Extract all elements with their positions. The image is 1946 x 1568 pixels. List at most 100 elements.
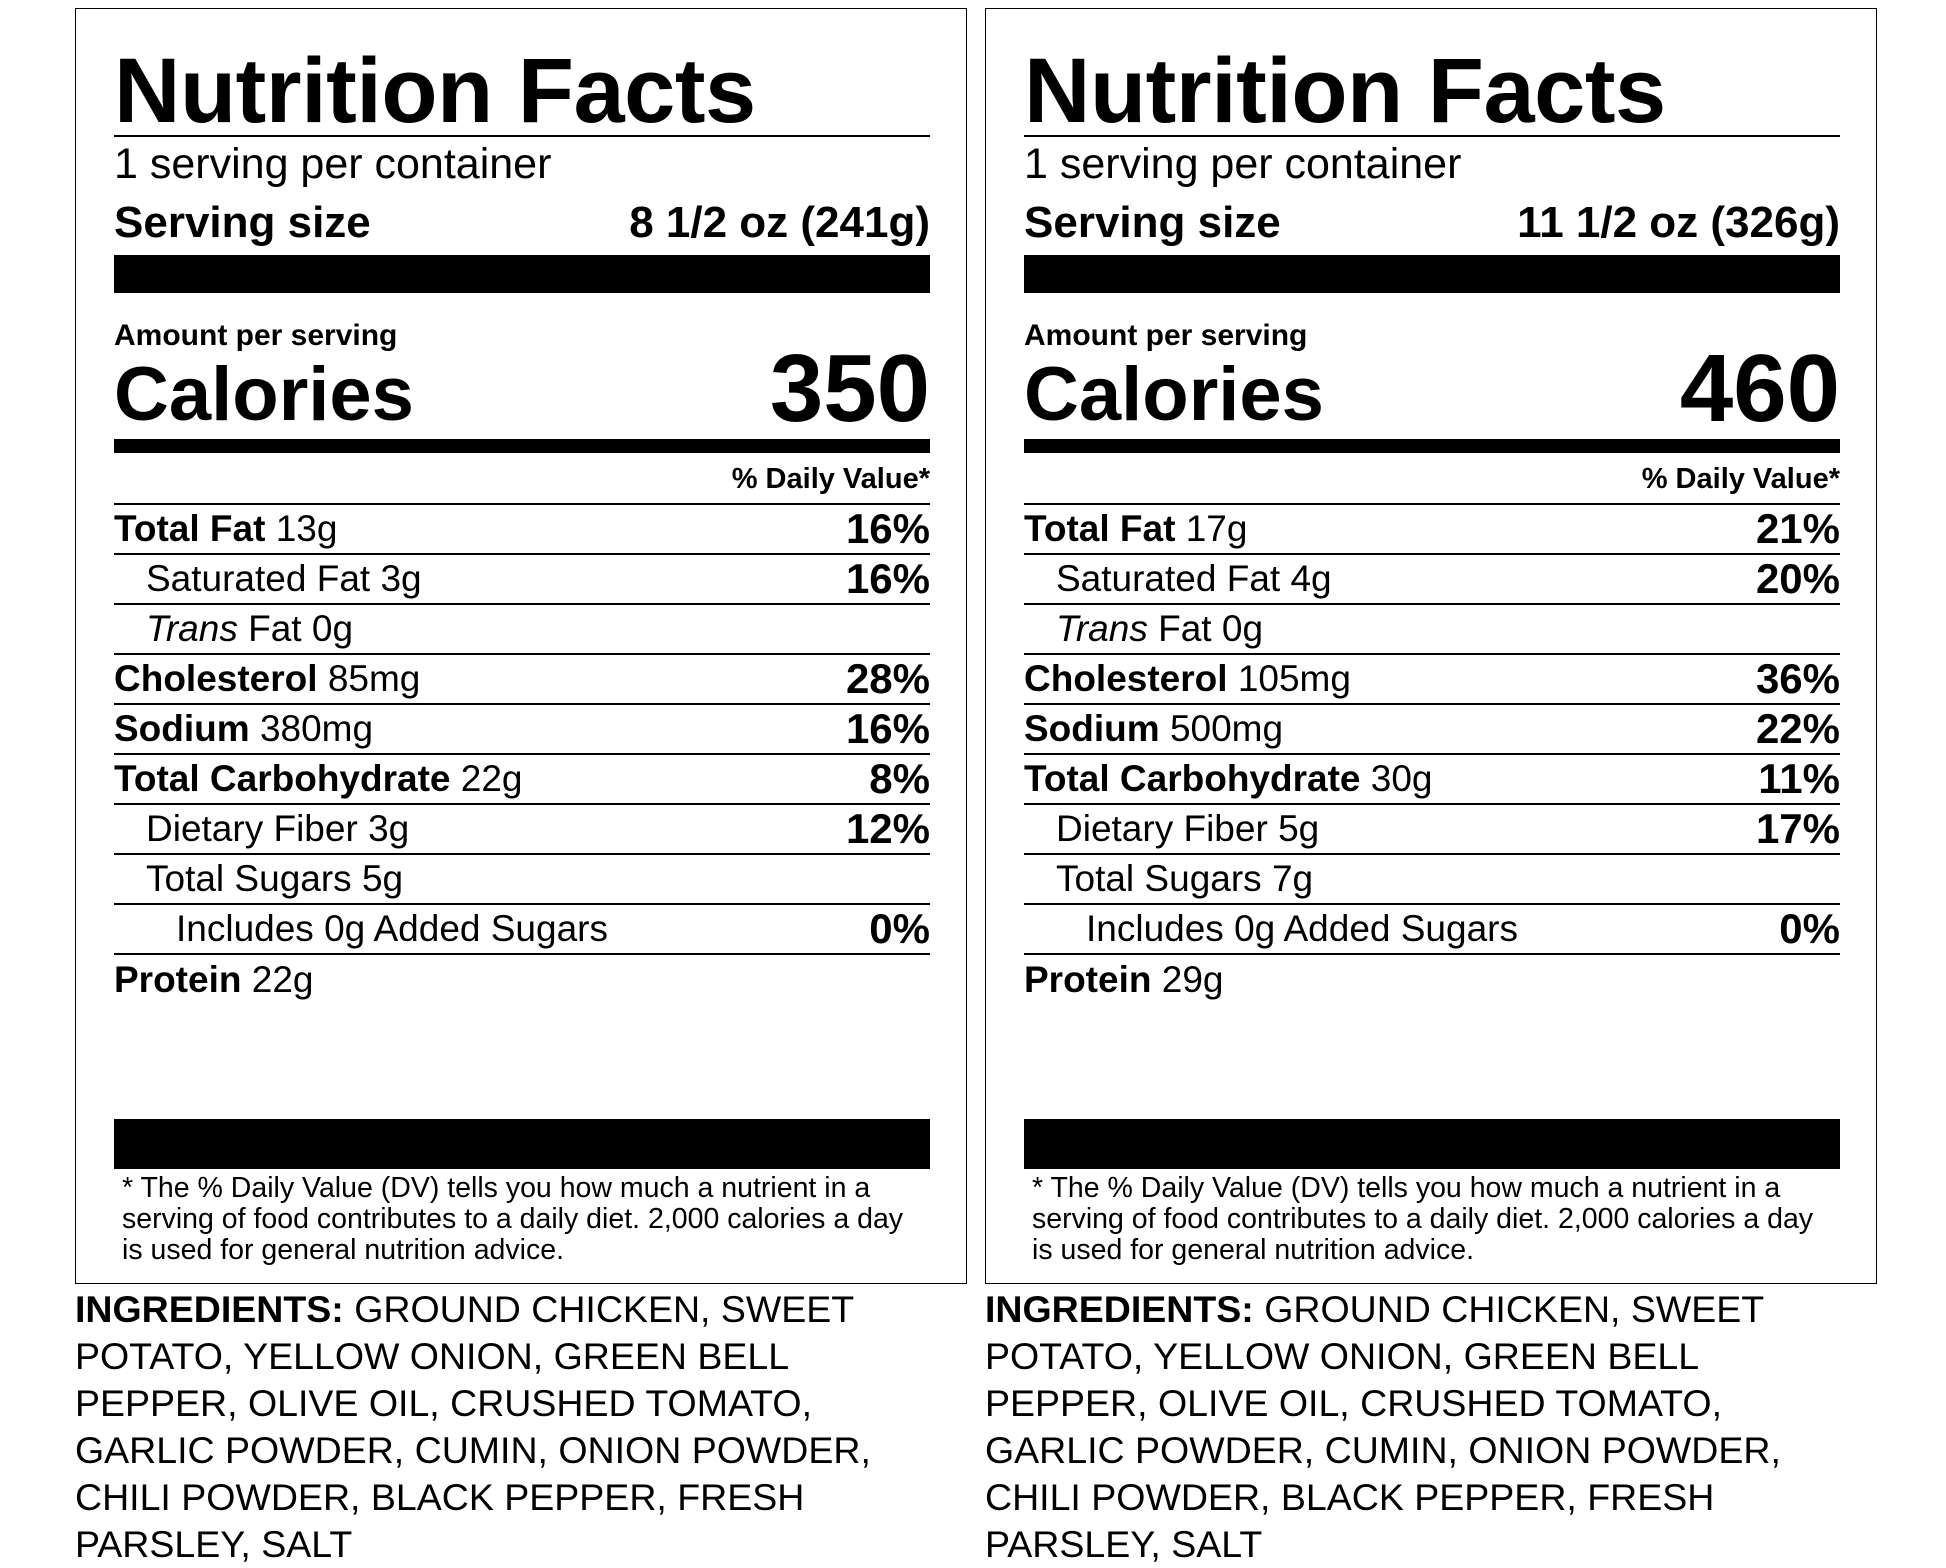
nutrient-daily-value: 28% — [845, 655, 930, 702]
nutrition-facts-title: Nutrition Facts — [114, 40, 756, 142]
nutrient-label: Cholesterol — [114, 658, 318, 699]
nutrient-amount: 17g — [1185, 508, 1248, 549]
daily-value-footnote: * The % Daily Value (DV) tells you how m… — [122, 1172, 904, 1266]
nutrient-amount: 380mg — [259, 708, 374, 749]
nutrient-label: Total Sugars — [1056, 858, 1262, 899]
nutrient-label: Saturated Fat — [1056, 558, 1281, 599]
nutrient-amount: 5g — [1278, 808, 1320, 849]
nutrient-row: Total Fat 13g 16% — [114, 505, 930, 555]
serving-size-row: Serving size 8 1/2 oz (241g) — [114, 197, 930, 249]
nutrient-row: Trans Fat 0g — [114, 605, 930, 655]
nutrient-daily-value: 21% — [1755, 505, 1840, 552]
serving-size-label: Serving size — [114, 198, 371, 247]
nutrient-name: Sodium 380mg — [114, 708, 373, 750]
nutrient-amount: 30g — [1370, 758, 1433, 799]
nutrient-label: Total Sugars — [146, 858, 352, 899]
nutrient-amount: 22g — [460, 758, 523, 799]
nutrient-daily-value: 12% — [845, 805, 930, 852]
nutrient-amount: 5g — [361, 858, 404, 899]
nutrient-name: Dietary Fiber 5g — [1024, 808, 1319, 850]
nutrient-row: Total Sugars 7g — [1024, 855, 1840, 905]
nutrition-facts-panel: Nutrition Facts 1 serving per container … — [985, 8, 1877, 1284]
nutrient-name: Includes 0g Added Sugars — [1024, 908, 1518, 950]
nutrient-row: Total Carbohydrate 30g 11% — [1024, 755, 1840, 805]
nutrient-daily-value: 17% — [1755, 805, 1840, 852]
divider — [1024, 135, 1840, 137]
nutrient-row: Total Fat 17g 21% — [1024, 505, 1840, 555]
amount-per-serving: Amount per serving — [1024, 319, 1308, 352]
nutrient-daily-value: 16% — [845, 505, 930, 552]
nutrient-row: Sodium 500mg 22% — [1024, 705, 1840, 755]
nutrient-amount: 22g — [251, 959, 314, 1000]
daily-value-footnote: * The % Daily Value (DV) tells you how m… — [1032, 1172, 1814, 1266]
nutrient-label: Fat — [248, 608, 302, 649]
nutrient-amount: 105mg — [1237, 658, 1351, 699]
nutrient-row: Protein 29g — [1024, 955, 1840, 1005]
calories-row: Calories 460 — [1024, 339, 1840, 439]
nutrient-row: Cholesterol 85mg 28% — [114, 655, 930, 705]
nutrient-name: Total Fat 13g — [114, 508, 337, 550]
ingredients-text: GROUND CHICKEN, SWEET POTATO, YELLOW ONI… — [75, 1288, 871, 1565]
medium-divider — [114, 439, 930, 453]
nutrient-amount: 3g — [368, 808, 410, 849]
nutrient-label: Fat — [1158, 608, 1212, 649]
nutrient-row: Dietary Fiber 5g 17% — [1024, 805, 1840, 855]
nutrient-amount: 13g — [275, 508, 338, 549]
nutrient-label: Cholesterol — [1024, 658, 1228, 699]
nutrient-row: Includes 0g Added Sugars 0% — [1024, 905, 1840, 955]
ingredients-text: GROUND CHICKEN, SWEET POTATO, YELLOW ONI… — [985, 1288, 1781, 1565]
nutrient-row: Saturated Fat 3g 16% — [114, 555, 930, 605]
nutrient-daily-value: 22% — [1755, 705, 1840, 752]
thick-divider — [1024, 1119, 1840, 1169]
divider — [1024, 503, 1840, 505]
thick-divider — [1024, 255, 1840, 293]
nutrient-name: Total Sugars 7g — [1024, 858, 1313, 900]
nutrient-row: Dietary Fiber 3g 12% — [114, 805, 930, 855]
calories-label: Calories — [114, 352, 414, 437]
nutrient-name: Cholesterol 105mg — [1024, 658, 1351, 700]
nutrient-name: Saturated Fat 3g — [114, 558, 422, 600]
nutrient-name: Sodium 500mg — [1024, 708, 1283, 750]
nutrient-name: Dietary Fiber 3g — [114, 808, 409, 850]
nutrient-label: Includes 0g Added Sugars — [176, 908, 608, 949]
servings-per-container: 1 serving per container — [114, 140, 552, 188]
divider — [114, 503, 930, 505]
nutrient-row: Total Sugars 5g — [114, 855, 930, 905]
nutrient-amount: 3g — [380, 558, 422, 599]
nutrient-name: Total Carbohydrate 22g — [114, 758, 522, 800]
serving-size-label: Serving size — [1024, 198, 1281, 247]
daily-value-header: % Daily Value* — [1641, 463, 1840, 495]
nutrient-row: Trans Fat 0g — [1024, 605, 1840, 655]
nutrient-daily-value: 0% — [869, 905, 930, 952]
nutrient-name: Total Fat 17g — [1024, 508, 1247, 550]
nutrient-label-italic: Trans — [146, 608, 238, 649]
ingredients-statement: INGREDIENTS: GROUND CHICKEN, SWEET POTAT… — [75, 1286, 955, 1568]
nutrient-amount: 500mg — [1169, 708, 1284, 749]
nutrient-amount: 4g — [1290, 558, 1332, 599]
nutrient-name: Saturated Fat 4g — [1024, 558, 1332, 600]
nutrient-name: Trans Fat 0g — [1024, 608, 1263, 650]
servings-per-container: 1 serving per container — [1024, 140, 1462, 188]
serving-size-value: 11 1/2 oz (326g) — [1517, 198, 1840, 247]
medium-divider — [1024, 439, 1840, 453]
nutrient-name: Protein 29g — [1024, 959, 1223, 1001]
amount-per-serving: Amount per serving — [114, 319, 398, 352]
nutrient-daily-value: 16% — [845, 705, 930, 752]
nutrient-label: Saturated Fat — [146, 558, 371, 599]
nutrient-amount: 0g — [1221, 608, 1264, 649]
nutrient-name: Trans Fat 0g — [114, 608, 353, 650]
nutrient-label: Includes 0g Added Sugars — [1086, 908, 1518, 949]
nutrient-label-italic: Trans — [1056, 608, 1148, 649]
daily-value-header: % Daily Value* — [731, 463, 930, 495]
nutrient-label: Total Fat — [114, 508, 266, 549]
nutrient-amount: 7g — [1271, 858, 1314, 899]
nutrient-daily-value: 16% — [845, 555, 930, 602]
nutrient-label: Protein — [1024, 959, 1152, 1000]
nutrient-row: Protein 22g — [114, 955, 930, 1005]
nutrient-label: Protein — [114, 959, 242, 1000]
ingredients-statement: INGREDIENTS: GROUND CHICKEN, SWEET POTAT… — [985, 1286, 1865, 1568]
nutrient-row: Total Carbohydrate 22g 8% — [114, 755, 930, 805]
divider — [114, 135, 930, 137]
nutrient-label: Dietary Fiber — [146, 808, 358, 849]
nutrient-row: Cholesterol 105mg 36% — [1024, 655, 1840, 705]
